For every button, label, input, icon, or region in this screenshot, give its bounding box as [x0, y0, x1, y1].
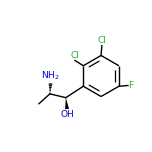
Text: Cl: Cl [97, 36, 106, 45]
Text: OH: OH [60, 110, 74, 119]
Text: F: F [128, 81, 134, 90]
Text: NH$_2$: NH$_2$ [41, 69, 59, 81]
Polygon shape [65, 98, 69, 109]
Text: Cl: Cl [70, 51, 79, 60]
